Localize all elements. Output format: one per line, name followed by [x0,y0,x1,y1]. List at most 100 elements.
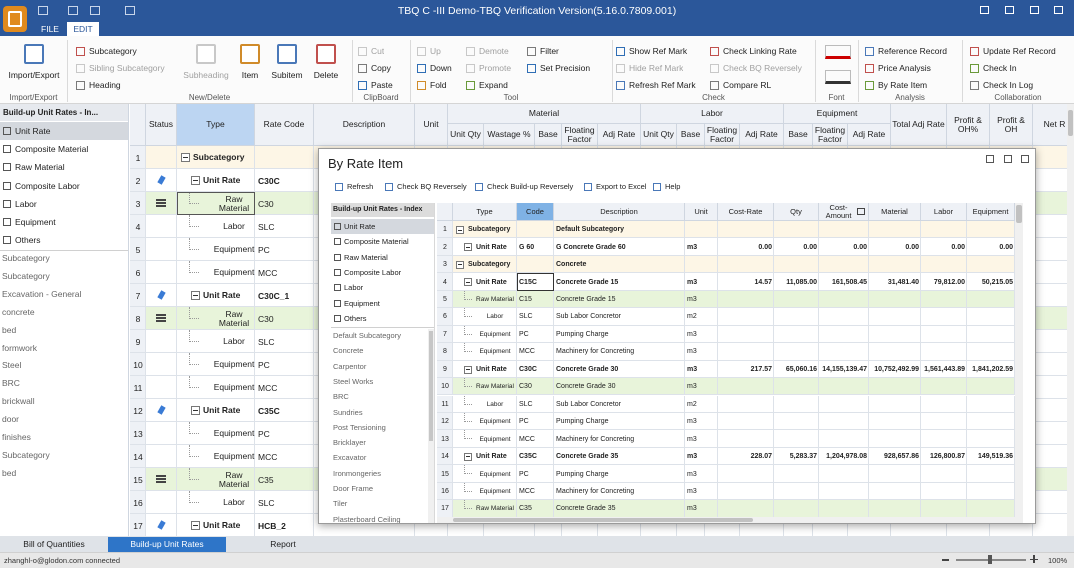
toolbar-button[interactable]: Export to Excel [596,182,646,191]
column-header[interactable]: Status [146,104,177,146]
cell-text[interactable]: 14.57 [720,273,772,290]
cell-text[interactable]: Equipment [475,343,515,360]
scrollbar-thumb[interactable] [1016,205,1022,223]
cell-text[interactable]: Default Subcategory [556,221,683,238]
rate-code[interactable]: SLC [258,215,275,238]
type-cell[interactable]: Equipment [215,238,253,261]
rate-code[interactable]: C30 [258,192,274,215]
cell-text[interactable]: 228.07 [720,448,772,465]
type-cell[interactable]: Subcategory [193,146,253,169]
cell-text[interactable]: Unit Rate [476,273,515,290]
grid-row[interactable]: 5Raw MaterialC15Concrete Grade 15m3 [437,291,1015,308]
type-cell[interactable]: Unit Rate [203,399,253,422]
column-header[interactable]: Unit [685,203,718,221]
column-header[interactable]: Type [453,203,517,221]
font-color-button[interactable] [825,45,851,59]
category-item[interactable]: Steel [2,360,21,370]
grid-row[interactable]: 14Unit RateC35CConcrete Grade 35m3228.07… [437,448,1015,465]
type-cell[interactable]: Raw Material [215,307,253,330]
ribbon-button[interactable]: Up [430,46,441,56]
category-item[interactable]: bed [2,325,16,335]
cell-text[interactable]: 928,657.86 [871,448,919,465]
grid-row[interactable]: 1SubcategoryDefault Subcategory [437,221,1015,238]
rate-code[interactable]: MCC [258,445,277,468]
index-item[interactable]: Raw Material [0,158,128,176]
cell-text[interactable]: Machinery for Concreting [556,483,683,500]
tree-toggle[interactable] [464,243,472,251]
rate-code[interactable]: MCC [258,261,277,284]
grid-row[interactable]: 13EquipmentMCCMachinery for Concretingm3 [437,430,1015,447]
scrollbar-thumb[interactable] [453,518,753,522]
column-header[interactable]: Total Adj Rate [891,104,947,146]
category-item[interactable]: Bricklayer [333,438,366,447]
dialog-minimize-button[interactable] [986,155,994,163]
type-cell[interactable]: Unit Rate [203,514,253,536]
category-item[interactable]: Steel Works [333,377,373,386]
cell-text[interactable]: 0.00 [776,238,817,255]
index-item[interactable]: Equipment [331,296,435,311]
index-item[interactable]: Labor [331,280,435,295]
cell-text[interactable]: Raw Material [475,378,515,395]
rate-code[interactable]: C35C [258,399,280,422]
rate-code[interactable]: PC [258,422,270,445]
category-item[interactable]: Plasterboard Ceiling [333,515,401,523]
tree-toggle[interactable] [191,291,200,300]
type-cell[interactable]: Raw Material [215,468,253,491]
ribbon-button[interactable]: Hide Ref Mark [629,63,683,73]
cell-text[interactable]: Subcategory [468,221,515,238]
index-item[interactable]: Labor [0,195,128,213]
ribbon-button[interactable]: Down [430,63,452,73]
category-item[interactable]: Subcategory [2,253,50,263]
cell-text[interactable]: Equipment [475,465,515,482]
ribbon-button[interactable]: Filter [540,46,559,56]
rate-code[interactable]: MCC [258,376,277,399]
tree-toggle[interactable] [456,261,464,269]
zoom-thumb[interactable] [988,555,992,564]
cell-text[interactable]: 65,060.16 [776,361,817,378]
bottom-tab[interactable]: Bill of Quantities [0,537,108,552]
cell-text[interactable]: PC [519,326,552,343]
scrollbar-thumb[interactable] [1068,110,1073,136]
ribbon-button[interactable]: Check In [983,63,1017,73]
toolbar-button[interactable]: Help [665,182,680,191]
category-item[interactable]: brickwall [2,396,35,406]
ribbon-button[interactable]: Set Precision [540,63,590,73]
cell-text[interactable]: Pumping Charge [556,413,683,430]
tree-toggle[interactable] [456,226,464,234]
ribbon-button[interactable]: Compare RL [723,80,771,90]
cell-text[interactable]: 14,155,139.47 [821,361,867,378]
tree-toggle[interactable] [191,176,200,185]
cell-text[interactable]: Labor [475,396,515,413]
column-header[interactable]: Base [784,124,813,146]
toolbar-button[interactable]: Check Build-up Reversely [487,182,573,191]
cell-text[interactable]: Equipment [475,413,515,430]
category-item[interactable]: Default Subcategory [333,331,401,340]
cell-text[interactable]: m3 [687,483,716,500]
cell-text[interactable]: SLC [519,308,552,325]
index-item[interactable]: Composite Labor [0,177,128,195]
cell-text[interactable]: 0.00 [923,238,965,255]
column-header[interactable]: Equipment [967,203,1015,221]
toolbar-button[interactable]: Refresh [347,182,373,191]
toolbar-button[interactable]: Check BQ Reversely [397,182,467,191]
column-header[interactable]: Base [677,124,705,146]
ribbon-button[interactable]: Copy [371,63,391,73]
category-item[interactable]: finishes [2,432,31,442]
cell-text[interactable]: MCC [519,483,552,500]
cell-text[interactable]: 0.00 [821,238,867,255]
cell-text[interactable]: MCC [519,343,552,360]
type-cell[interactable]: Equipment [215,261,253,284]
column-header[interactable]: Type [177,104,255,146]
cell-text[interactable]: PC [519,413,552,430]
column-header[interactable]: Rate Code [255,104,314,146]
ribbon-button[interactable]: Update Ref Record [983,46,1056,56]
type-cell[interactable]: Equipment [215,422,253,445]
cell-text[interactable]: 161,508.45 [821,273,867,290]
category-item[interactable]: Excavator [333,453,366,462]
cell-text[interactable]: Concrete Grade 35 [556,448,683,465]
cell-text[interactable]: Concrete Grade 30 [556,361,683,378]
window-help-button[interactable] [980,6,989,14]
rate-code[interactable]: C35 [258,468,274,491]
cell-text[interactable]: C30C [519,361,552,378]
cell-text[interactable]: Subcategory [468,256,515,273]
